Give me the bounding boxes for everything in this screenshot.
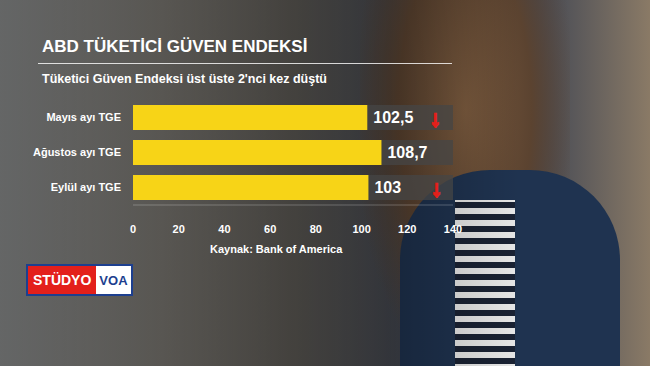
svg-text:140: 140 <box>444 223 462 235</box>
svg-text:80: 80 <box>310 223 322 235</box>
svg-text:40: 40 <box>218 223 230 235</box>
svg-text:102,5: 102,5 <box>373 109 413 126</box>
html-text:VOA: VOA <box>99 272 128 288</box>
svg-text:↓: ↓ <box>430 106 441 131</box>
svg-text:100: 100 <box>352 223 370 235</box>
svg-text:Ağustos ayı TGE: Ağustos ayı TGE <box>33 146 121 158</box>
svg-text:0: 0 <box>130 223 136 235</box>
svg-text:120: 120 <box>398 223 416 235</box>
html-text:Kaynak: Bank of America: Kaynak: Bank of America <box>210 243 343 255</box>
svg-text:60: 60 <box>264 223 276 235</box>
svg-text:↓: ↓ <box>431 176 442 201</box>
html-text:ABD TÜKETİCİ GÜVEN ENDEKSİ: ABD TÜKETİCİ GÜVEN ENDEKSİ <box>42 37 308 56</box>
svg-text:20: 20 <box>173 223 185 235</box>
svg-text:108,7: 108,7 <box>387 144 427 161</box>
svg-text:103: 103 <box>374 179 401 196</box>
html-text:Tüketici Güven Endeksi üst üst: Tüketici Güven Endeksi üst üste 2'nci ke… <box>42 72 327 86</box>
svg-text:Eylül ayı TGE: Eylül ayı TGE <box>51 181 121 193</box>
svg-text:Mayıs ayı TGE: Mayıs ayı TGE <box>46 111 121 123</box>
html-text:STÜDYO: STÜDYO <box>33 272 92 288</box>
